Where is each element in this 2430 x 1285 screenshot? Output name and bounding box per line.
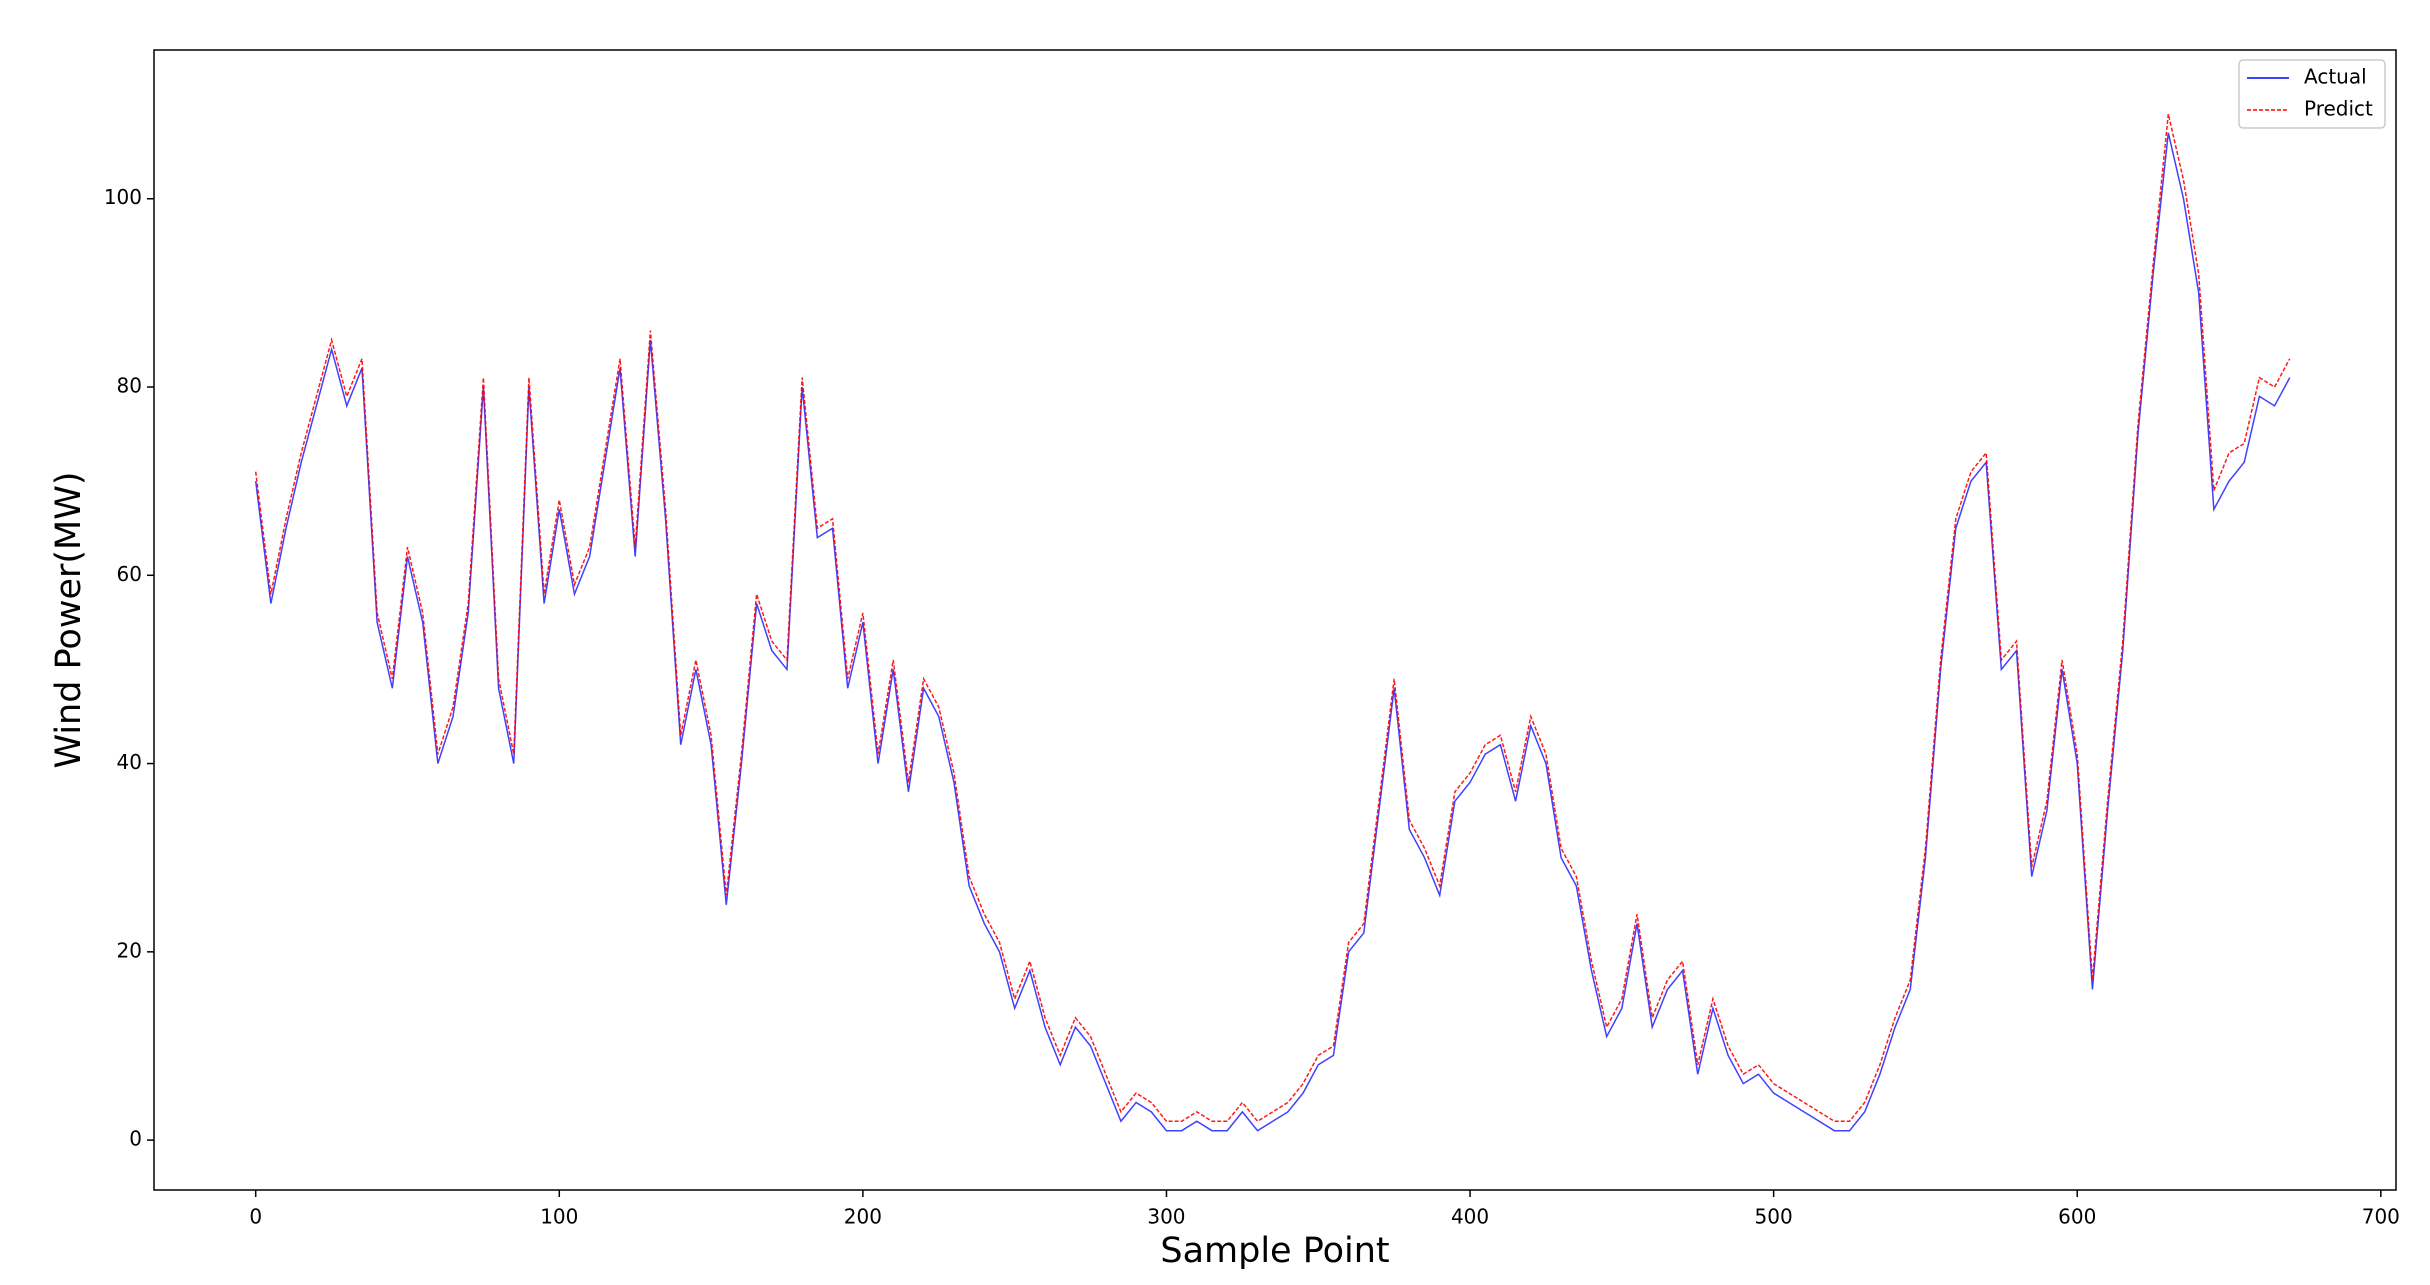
x-tick-label: 500	[1755, 1205, 1793, 1229]
legend-label: Actual	[2304, 65, 2367, 89]
series-line	[254, 132, 2291, 1132]
y-tick-label: 100	[104, 185, 142, 209]
y-tick-label: 0	[129, 1127, 142, 1151]
x-tick-label: 200	[844, 1205, 882, 1229]
x-tick-label: 300	[1147, 1205, 1185, 1229]
y-tick-label: 20	[117, 938, 142, 962]
y-tick-label: 60	[117, 562, 142, 586]
plot-frame	[153, 49, 2397, 1191]
series-line	[254, 113, 2291, 1123]
legend-label: Predict	[2304, 97, 2373, 121]
x-tick-label: 400	[1451, 1205, 1489, 1229]
x-tick-label: 100	[540, 1205, 578, 1229]
y-axis-label: Wind Power(MW)	[49, 471, 89, 768]
legend-box	[2238, 59, 2386, 129]
y-tick-label: 40	[117, 750, 142, 774]
x-tick-label: 0	[249, 1205, 262, 1229]
y-tick-label: 80	[117, 374, 142, 398]
x-tick-label: 600	[2058, 1205, 2096, 1229]
x-tick-label: 700	[2362, 1205, 2400, 1229]
x-axis-label: Sample Point	[1160, 1231, 1389, 1271]
